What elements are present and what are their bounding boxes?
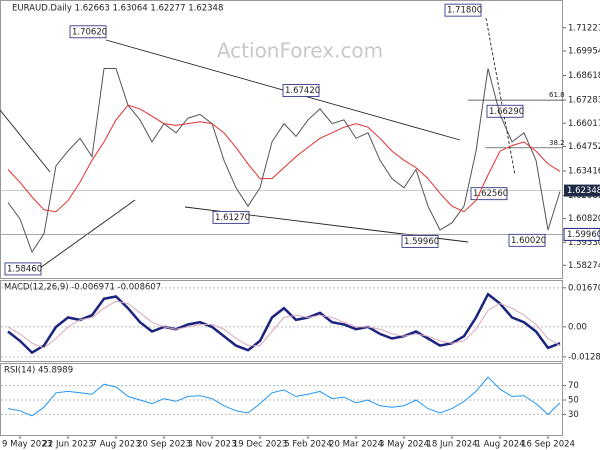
y-tick-label: 1.64752	[568, 142, 600, 152]
trend-line	[485, 17, 516, 176]
series-line	[7, 376, 561, 417]
price-title: EURAUD.Daily 1.62663 1.63064 1.62277 1.6…	[12, 4, 223, 14]
price-panel	[0, 0, 563, 279]
annotation-box	[212, 210, 250, 224]
support-box	[563, 227, 600, 241]
annotation-label: 1.62560	[473, 189, 508, 199]
y-tick-label: 1.58274	[568, 261, 600, 271]
annotation-label: 1.71800	[447, 6, 482, 16]
annotation-label: 1.70620	[72, 27, 107, 37]
y-tick-label: 1.59530	[568, 238, 600, 248]
y-tick-label: 70	[568, 381, 579, 391]
annotation-label: 1.67420	[285, 86, 320, 96]
x-tick-label: 18 Jun 2024	[426, 440, 477, 450]
y-tick-label: 50	[568, 396, 579, 406]
annotation-box	[401, 235, 439, 248]
x-tick-label: 3 Nov 2023	[187, 440, 236, 450]
rsi-title: RSI(14) 45.8989	[4, 366, 73, 376]
annotation-label: 1.58460	[7, 264, 42, 274]
y-tick-label: 1.63416	[568, 166, 600, 176]
trend-line	[39, 199, 136, 269]
series-line	[7, 104, 561, 213]
annotation-box	[486, 104, 524, 118]
annotation-box	[444, 3, 482, 17]
y-tick-label: 0.016704	[568, 283, 600, 293]
annotation-label: 1.66290	[489, 107, 524, 117]
x-tick-label: 1 Aug 2024	[475, 440, 524, 450]
series-line	[7, 292, 561, 355]
support-label: 1.59960	[567, 230, 600, 240]
y-tick-label: 1.71221	[568, 23, 600, 33]
x-tick-label: 20 Mar 2024	[329, 440, 383, 450]
x-tick-label: 19 Dec 2023	[233, 440, 287, 450]
last-price-label: 1.62348	[567, 186, 600, 196]
annotation-label: 1.60020	[511, 236, 546, 246]
watermark: ActionForex.com	[217, 39, 383, 63]
fib-label: 38.2	[549, 139, 565, 147]
annotation-label: 1.59960	[404, 237, 439, 247]
y-tick-label: 30	[568, 410, 579, 420]
annotation-box	[470, 187, 508, 201]
y-tick-label: 1.67283	[568, 96, 600, 106]
series-line	[7, 300, 561, 349]
x-tick-label: 5 Feb 2024	[284, 440, 332, 450]
annotation-box	[69, 25, 107, 39]
fib-label: 61.8	[549, 91, 565, 99]
trend-line	[0, 109, 51, 173]
annotation-box	[508, 233, 546, 247]
macd-panel	[0, 280, 563, 362]
x-tick-label: 16 Sep 2024	[521, 440, 575, 450]
y-tick-label: 1.60820	[568, 214, 600, 224]
y-tick-label: 1.68618	[568, 71, 600, 81]
x-tick-label: 20 Sep 2023	[137, 440, 191, 450]
last-price-box	[564, 184, 600, 197]
y-tick-label: 0.00	[568, 322, 587, 332]
annotation-box	[282, 84, 320, 97]
x-tick-label: 9 May 2023	[2, 440, 52, 450]
annotation-box	[4, 262, 42, 276]
annotation-label: 1.61270	[215, 213, 250, 223]
series-line	[7, 68, 561, 254]
x-tick-label: 3 May 2024	[379, 440, 429, 450]
y-tick-label: 1.66017	[568, 119, 600, 129]
x-tick-label: 7 Aug 2023	[91, 440, 140, 450]
y-tick-label: 1.69954	[568, 47, 600, 57]
x-tick-label: 22 Jun 2023	[42, 440, 93, 450]
y-tick-label: -0.012869	[568, 352, 600, 362]
